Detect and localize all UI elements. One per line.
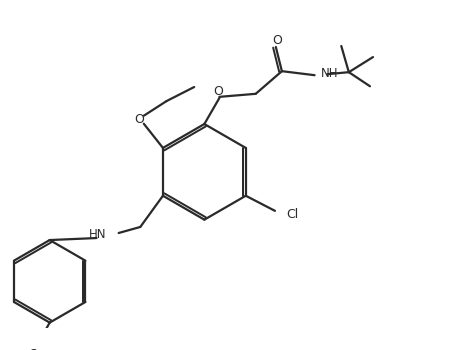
Text: NH: NH bbox=[321, 67, 338, 80]
Text: O: O bbox=[272, 34, 282, 47]
Text: HN: HN bbox=[89, 228, 106, 240]
Text: Cl: Cl bbox=[286, 208, 298, 222]
Text: O: O bbox=[134, 113, 144, 126]
Text: O: O bbox=[213, 85, 223, 98]
Text: O: O bbox=[29, 348, 39, 350]
